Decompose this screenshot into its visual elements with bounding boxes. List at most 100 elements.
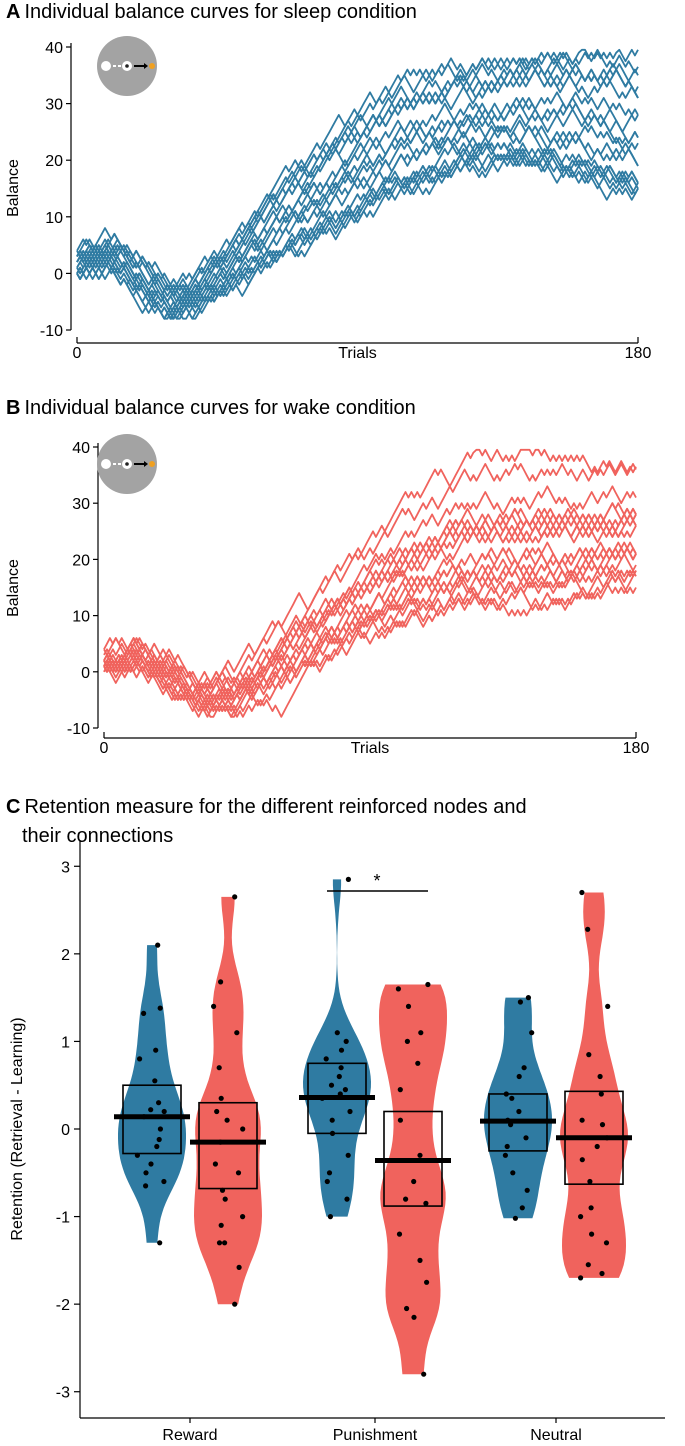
y-tick-label: -10 <box>40 323 63 340</box>
y-axis-label: Retention (Retrieval - Learning) <box>9 1017 26 1240</box>
panel-c-title-line1: Retention measure for the different rein… <box>24 796 527 818</box>
data-point <box>329 1117 335 1123</box>
y-tick-label: -1 <box>56 1210 70 1227</box>
data-point <box>157 1126 163 1132</box>
series-line <box>76 102 639 309</box>
balance-chart-wake: -10 0 10 20 30 40 0 180 Trials Balance <box>5 434 649 757</box>
data-point <box>588 1205 594 1211</box>
series-line <box>76 142 639 320</box>
data-point <box>157 1005 163 1011</box>
data-point <box>134 1152 140 1158</box>
data-point <box>154 1143 160 1150</box>
retention-chart: -3 -2 -1 0 1 2 3 Retention (Retrieval - Learnin… <box>9 840 665 1444</box>
panel-b-letter: B <box>6 397 21 419</box>
data-point <box>508 1122 514 1128</box>
y-tick-label: 40 <box>72 440 90 457</box>
data-point <box>519 1205 525 1211</box>
y-tick-label: -2 <box>56 1297 70 1314</box>
data-point <box>503 1091 509 1097</box>
series-line <box>76 147 639 320</box>
data-point <box>516 1073 522 1080</box>
data-point <box>418 1030 424 1036</box>
y-tick-label: 30 <box>45 97 63 114</box>
data-point <box>216 1240 223 1246</box>
inset-start-node <box>101 61 111 71</box>
data-point <box>516 1108 522 1115</box>
data-point <box>396 1231 403 1237</box>
data-point <box>345 1152 351 1158</box>
data-point <box>345 876 351 883</box>
data-point <box>156 1100 162 1106</box>
data-point <box>148 1107 154 1113</box>
data-point <box>224 1117 230 1123</box>
data-point <box>529 1030 535 1036</box>
data-point <box>502 1152 508 1158</box>
data-point <box>214 1108 220 1115</box>
violin-punishment-wake <box>375 981 451 1377</box>
data-point <box>604 1135 610 1141</box>
data-point <box>509 1095 515 1101</box>
inset-arrowhead <box>144 461 148 467</box>
data-point <box>579 1157 585 1163</box>
data-point <box>603 1240 610 1246</box>
inset-target-node <box>149 63 155 69</box>
data-point <box>599 1122 606 1128</box>
panel-c-title-line2: their connections <box>22 825 174 847</box>
series-line <box>76 153 639 320</box>
data-point <box>404 1038 410 1044</box>
data-point <box>411 1314 417 1320</box>
y-tick-label: 0 <box>61 1122 70 1139</box>
data-point <box>598 1091 604 1097</box>
y-tick-label: -3 <box>56 1385 70 1402</box>
series-line <box>103 485 637 690</box>
data-point <box>505 1117 511 1123</box>
node-graph-icon <box>97 434 157 494</box>
violin-neutral-sleep <box>480 995 556 1221</box>
violin-shape <box>484 997 552 1219</box>
violin-neutral-wake <box>556 889 632 1281</box>
data-point <box>217 1139 223 1145</box>
data-point <box>326 1170 333 1176</box>
series-line <box>76 51 639 297</box>
data-point <box>336 1073 342 1080</box>
data-point <box>161 1108 167 1115</box>
data-point <box>599 1270 605 1277</box>
series-line <box>103 570 637 718</box>
data-point <box>344 1196 350 1202</box>
data-point <box>424 1279 430 1285</box>
data-point <box>240 1126 246 1132</box>
x-tick-label: 0 <box>100 740 109 757</box>
data-point <box>148 1161 154 1167</box>
series-line <box>76 48 639 292</box>
data-point <box>417 1257 423 1263</box>
y-tick-label: 0 <box>81 665 90 682</box>
data-point <box>404 1305 410 1312</box>
data-point <box>517 999 524 1005</box>
violin-shape <box>303 879 371 1217</box>
x-tick-label: Reward <box>162 1427 217 1444</box>
significance-star: * <box>373 871 380 891</box>
data-point <box>324 1178 330 1185</box>
series-line <box>103 507 637 696</box>
data-point <box>579 1117 585 1123</box>
data-point <box>417 1152 423 1158</box>
box-outline <box>198 1101 258 1190</box>
y-tick-label: -10 <box>67 721 90 738</box>
data-point <box>585 926 591 932</box>
data-point <box>137 1056 143 1062</box>
panel-a-letter: A <box>6 1 21 23</box>
data-point <box>236 1264 242 1270</box>
series-line <box>76 153 639 320</box>
violin-shape <box>560 892 628 1278</box>
series-line <box>76 57 639 297</box>
y-tick-label: 20 <box>45 153 63 170</box>
data-point <box>218 979 224 985</box>
data-point <box>521 1065 527 1071</box>
data-point <box>504 1143 510 1150</box>
data-point <box>212 1161 218 1167</box>
inset-arrowhead <box>144 63 148 69</box>
data-point <box>153 1047 159 1053</box>
y-tick-label: 3 <box>61 859 70 876</box>
y-tick-label: 40 <box>45 40 63 57</box>
